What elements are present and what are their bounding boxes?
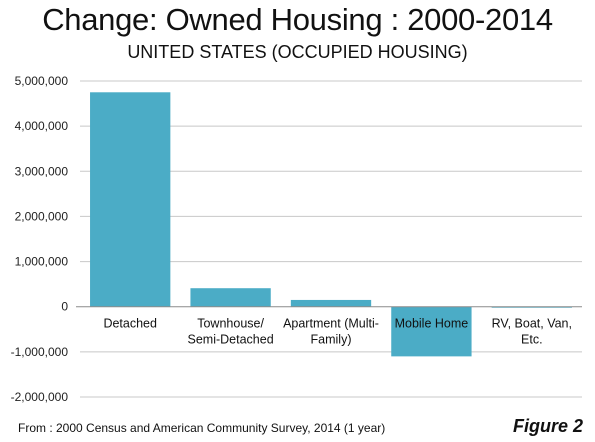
chart-subtitle: UNITED STATES (OCCUPIED HOUSING) <box>127 42 468 62</box>
figure-label: Figure 2 <box>512 416 583 436</box>
category-label: Mobile Home <box>395 317 469 331</box>
y-tick-label: 0 <box>61 300 68 314</box>
bar <box>290 299 372 307</box>
bar <box>90 92 171 307</box>
y-tick-label: -1,000,000 <box>11 345 69 359</box>
category-label: Apartment (Multi-Family) <box>283 317 379 347</box>
y-tick-label: 3,000,000 <box>15 164 69 178</box>
y-tick-label: -2,000,000 <box>11 390 69 404</box>
category-label: RV, Boat, Van, Etc. <box>492 317 572 347</box>
y-tick-label: 1,000,000 <box>15 255 69 269</box>
y-axis-ticks: 5,000,000 4,000,000 3,000,000 2,000,000 1,00… <box>11 74 69 404</box>
category-label: Townhouse/Semi-Detached <box>188 317 274 347</box>
chart-title: Change: Owned Housing : 2000-2014 <box>42 2 553 37</box>
bar <box>190 288 271 307</box>
x-axis-categories: Detached Townhouse/Semi-Detached Apartment… <box>103 317 572 347</box>
category-label: Detached <box>103 317 157 331</box>
source-note: From : 2000 Census and American Communit… <box>18 421 386 435</box>
bar <box>391 306 472 357</box>
y-tick-label: 4,000,000 <box>15 119 69 133</box>
y-tick-label: 2,000,000 <box>15 209 69 223</box>
y-tick-label: 5,000,000 <box>15 74 69 88</box>
bars <box>76 92 582 357</box>
